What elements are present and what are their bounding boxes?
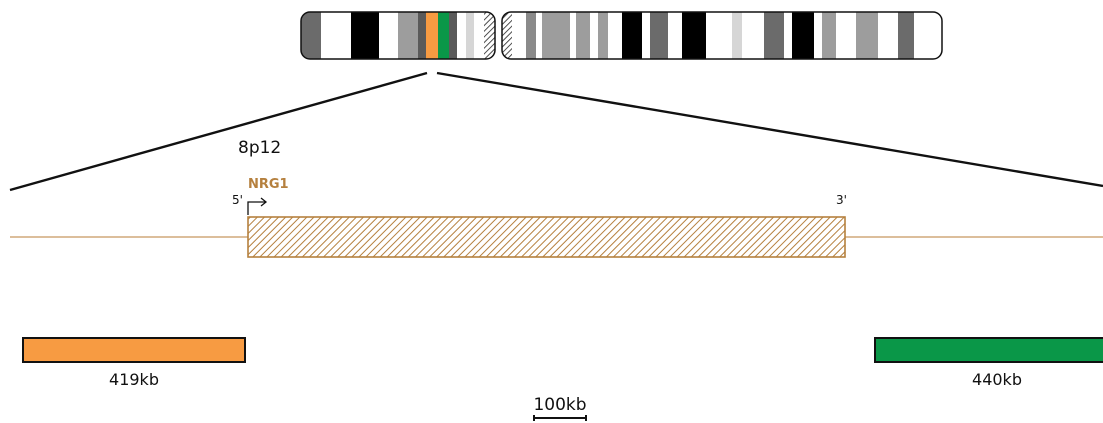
band	[856, 12, 878, 59]
band	[914, 12, 942, 59]
band	[526, 12, 536, 59]
band	[742, 12, 764, 59]
left-segment: 419kb	[22, 337, 246, 389]
chromosome-ideogram	[300, 11, 943, 60]
band	[598, 12, 608, 59]
band	[898, 12, 914, 59]
band-highlight-orange	[426, 12, 438, 59]
band-highlight-green	[438, 12, 449, 59]
left-segment-bar	[22, 337, 246, 363]
five-prime-label: 5'	[232, 193, 243, 207]
band	[784, 12, 792, 59]
band	[398, 12, 418, 59]
band	[418, 12, 426, 59]
gene-nrg1: NRG1 5' 3'	[232, 177, 847, 258]
right-segment-size-label: 440kb	[972, 370, 1022, 389]
scale-bar-line	[533, 415, 587, 421]
band	[682, 12, 706, 59]
band	[301, 12, 321, 59]
zoom-line-left	[9, 71, 428, 192]
band	[608, 12, 622, 59]
chromosome-p-arm	[301, 12, 495, 59]
band	[576, 12, 590, 59]
band	[590, 12, 598, 59]
right-segment-bar	[874, 337, 1103, 363]
band	[542, 12, 570, 59]
band	[878, 12, 898, 59]
band	[836, 12, 856, 59]
left-segment-size-label: 419kb	[109, 370, 159, 389]
band	[449, 12, 457, 59]
band	[466, 12, 474, 59]
band	[650, 12, 668, 59]
band	[706, 12, 732, 59]
band	[764, 12, 784, 59]
band	[379, 12, 398, 59]
band	[814, 12, 822, 59]
band	[822, 12, 836, 59]
band	[512, 12, 526, 59]
band	[474, 12, 484, 59]
gene-name-label: NRG1	[248, 177, 289, 192]
band	[732, 12, 742, 59]
band	[570, 12, 576, 59]
band	[622, 12, 642, 59]
band	[351, 12, 379, 59]
band	[457, 12, 466, 59]
chromosome-q-arm	[502, 12, 942, 59]
centromere-p	[484, 12, 495, 59]
centromere-q	[502, 12, 512, 59]
band	[321, 12, 351, 59]
region-label: 8p12	[238, 138, 281, 158]
band	[642, 12, 650, 59]
transcription-start-arrow-icon	[247, 197, 268, 215]
band	[536, 12, 542, 59]
band	[792, 12, 814, 59]
zoom-line-right	[436, 71, 1103, 188]
scale-bar-label: 100kb	[533, 395, 586, 415]
three-prime-label: 3'	[836, 193, 847, 207]
gene-body	[247, 216, 846, 258]
scale-bar: 100kb	[533, 395, 587, 421]
band	[668, 12, 682, 59]
right-segment: 440kb	[874, 337, 1103, 389]
